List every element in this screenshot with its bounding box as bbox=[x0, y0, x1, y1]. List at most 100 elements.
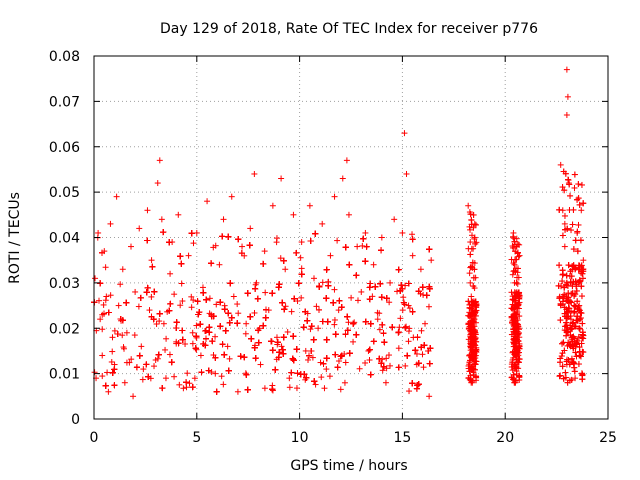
data-point bbox=[395, 266, 402, 273]
data-point bbox=[123, 299, 130, 306]
data-point bbox=[167, 300, 174, 307]
data-point bbox=[166, 351, 173, 358]
data-point bbox=[280, 257, 287, 264]
data-point bbox=[213, 301, 220, 308]
data-point bbox=[309, 354, 316, 361]
data-point bbox=[107, 292, 114, 299]
data-point bbox=[394, 288, 401, 295]
data-point bbox=[335, 358, 342, 365]
data-point bbox=[323, 336, 330, 343]
data-point bbox=[360, 235, 367, 242]
data-point bbox=[426, 246, 433, 253]
data-point bbox=[262, 289, 269, 296]
data-point bbox=[332, 351, 339, 358]
data-point bbox=[323, 355, 330, 362]
data-point bbox=[379, 367, 386, 374]
data-point bbox=[225, 233, 232, 240]
data-point bbox=[193, 333, 200, 340]
data-point bbox=[386, 299, 393, 306]
data-point bbox=[128, 356, 135, 363]
data-point bbox=[220, 381, 227, 388]
data-point bbox=[378, 247, 385, 254]
data-point bbox=[311, 378, 318, 385]
data-point bbox=[159, 385, 166, 392]
data-point bbox=[395, 364, 402, 371]
data-point bbox=[155, 351, 162, 358]
data-point bbox=[387, 362, 394, 369]
data-point bbox=[202, 327, 209, 334]
data-point bbox=[279, 299, 286, 306]
data-point bbox=[242, 330, 249, 337]
data-point bbox=[356, 365, 363, 372]
data-point bbox=[205, 367, 212, 374]
data-point bbox=[203, 296, 210, 303]
data-point bbox=[323, 266, 330, 273]
data-point bbox=[126, 359, 133, 366]
data-point bbox=[121, 345, 128, 352]
data-point bbox=[162, 346, 169, 353]
data-point bbox=[508, 289, 515, 296]
data-point bbox=[139, 376, 146, 383]
gridlines bbox=[94, 56, 608, 419]
data-point bbox=[178, 280, 185, 287]
data-point bbox=[514, 280, 521, 287]
data-point bbox=[226, 355, 233, 362]
data-point bbox=[197, 321, 204, 328]
data-point bbox=[376, 326, 383, 333]
data-point bbox=[91, 369, 98, 376]
data-point bbox=[102, 297, 109, 304]
data-point bbox=[111, 382, 118, 389]
data-point bbox=[348, 294, 355, 301]
data-point bbox=[260, 260, 267, 267]
data-point bbox=[269, 387, 276, 394]
data-point bbox=[105, 309, 112, 316]
data-point bbox=[221, 351, 228, 358]
data-point bbox=[183, 379, 190, 386]
data-point bbox=[284, 328, 291, 335]
data-point bbox=[163, 335, 170, 342]
data-point bbox=[208, 260, 215, 267]
data-point bbox=[385, 352, 392, 359]
data-point bbox=[188, 293, 195, 300]
data-point bbox=[114, 330, 121, 337]
data-point bbox=[156, 310, 163, 317]
data-point bbox=[294, 370, 301, 377]
data-point bbox=[111, 327, 118, 334]
data-point bbox=[316, 283, 323, 290]
data-point bbox=[171, 291, 178, 298]
data-point bbox=[377, 280, 384, 287]
data-point bbox=[255, 339, 262, 346]
data-point bbox=[277, 255, 284, 262]
data-point bbox=[160, 229, 167, 236]
data-point bbox=[151, 363, 158, 370]
data-point bbox=[200, 289, 207, 296]
data-point bbox=[251, 309, 258, 316]
data-point bbox=[278, 343, 285, 350]
data-point bbox=[404, 352, 411, 359]
data-point bbox=[280, 334, 287, 341]
data-point bbox=[173, 324, 180, 331]
data-point bbox=[184, 370, 191, 377]
data-point bbox=[189, 340, 196, 347]
data-point bbox=[298, 265, 305, 272]
data-point bbox=[209, 338, 216, 345]
data-point bbox=[398, 282, 405, 289]
data-point bbox=[406, 325, 413, 332]
data-point bbox=[177, 253, 184, 260]
data-point bbox=[194, 298, 201, 305]
data-point bbox=[318, 374, 325, 381]
data-point bbox=[307, 326, 314, 333]
data-point bbox=[213, 388, 220, 395]
data-point bbox=[295, 280, 302, 287]
data-point bbox=[242, 370, 249, 377]
data-point bbox=[412, 347, 419, 354]
data-point bbox=[178, 260, 185, 267]
data-point bbox=[332, 331, 339, 338]
data-point bbox=[99, 326, 106, 333]
data-point bbox=[202, 335, 209, 342]
data-point bbox=[136, 352, 143, 359]
data-point bbox=[193, 346, 200, 353]
data-point bbox=[366, 284, 373, 291]
data-point bbox=[109, 348, 116, 355]
